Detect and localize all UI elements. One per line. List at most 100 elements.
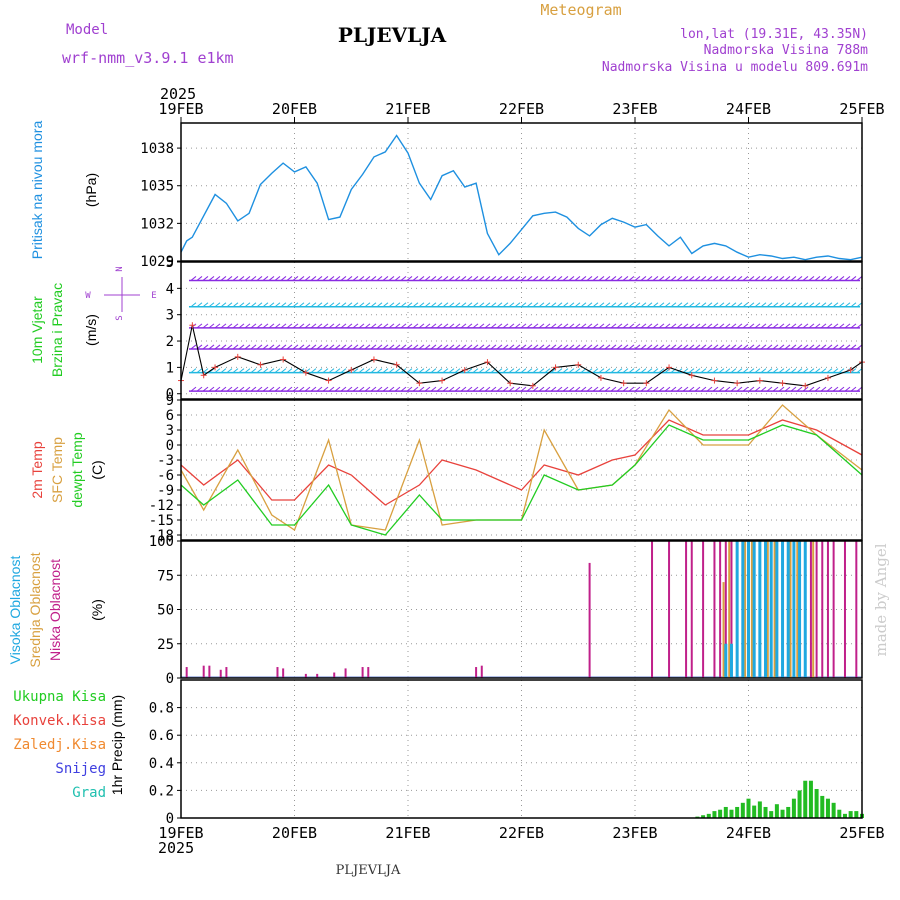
precip-bar — [786, 806, 791, 818]
cloud-low-bar — [208, 665, 211, 678]
model-name: wrf-nmm_v3.9.1 e1km — [62, 49, 234, 67]
y-tick-label: 0 — [166, 811, 174, 827]
y-tick-label: 1038 — [140, 141, 174, 157]
y-tick-label: 2 — [166, 334, 174, 350]
compass-n: N — [115, 266, 125, 271]
y-tick-label: 0.6 — [149, 728, 174, 744]
y-tick-label: 3 — [166, 308, 174, 324]
wind-speed-line — [180, 325, 863, 387]
y-tick-label: 25 — [157, 637, 174, 653]
y-tick-label: -6 — [157, 468, 174, 484]
panel-frame — [180, 540, 863, 679]
precip-bar — [774, 804, 779, 818]
cloud-high-bar — [786, 541, 790, 678]
precip-bar — [701, 815, 706, 818]
precip-bar — [791, 798, 796, 818]
cloud-low-bar — [202, 665, 205, 678]
cloud-high-bar — [798, 541, 802, 678]
cloud-mid-bar — [722, 582, 725, 678]
precip-bar — [820, 795, 825, 818]
cloud-low-bar — [826, 541, 829, 678]
wind-ylabel-1: 10m Vjetar — [29, 296, 45, 364]
temp-unit: (C) — [89, 460, 105, 479]
cloud-low-bar — [225, 667, 228, 678]
temp-ylabel-2m: 2m Temp — [29, 441, 45, 499]
cloud-low-bar — [730, 541, 733, 678]
y-tick-label: 75 — [157, 568, 174, 584]
cloud-low-bar — [855, 541, 858, 678]
cloud-low-bar — [316, 673, 319, 678]
cloud-mid-bar — [789, 541, 792, 678]
y-tick-label: 9 — [166, 393, 174, 409]
y-tick-label: 50 — [157, 603, 174, 619]
panel-frame — [180, 399, 863, 541]
y-tick-label: -18 — [149, 528, 174, 544]
cloud-low-bar — [344, 668, 347, 678]
model-elevation-label: Nadmorska Visina u modelu 809.691m — [602, 60, 868, 75]
y-tick-label: 1032 — [140, 216, 174, 232]
cloud-ylabel-high: Visoka Oblacnost — [7, 556, 23, 665]
x-tick-label-top: 22FEB — [499, 100, 544, 118]
x-tick-label-bottom: 20FEB — [272, 824, 317, 842]
panel-frame — [180, 261, 863, 400]
y-tick-label: 0 — [166, 387, 174, 403]
x-tick-label-bottom: 23FEB — [612, 824, 657, 842]
y-tick-label: -9 — [157, 483, 174, 499]
elevation-label: Nadmorska Visina 788m — [704, 43, 869, 58]
model-label: Model — [66, 22, 108, 38]
cloud-high-bar — [781, 541, 785, 678]
precip-bar — [706, 813, 711, 818]
wind-unit: (m/s) — [83, 314, 99, 346]
x-tick-label-top: 25FEB — [839, 100, 884, 118]
precip-bar — [752, 805, 757, 818]
cloud-low-bar — [282, 668, 285, 678]
precip-bar — [854, 811, 859, 818]
x-tick-label-bottom: 21FEB — [385, 824, 430, 842]
precip-bar — [831, 802, 836, 818]
x-tick-label-top: 24FEB — [726, 100, 771, 118]
precip-bar — [842, 813, 847, 818]
legend-total-rain: Ukupna Kisa — [13, 689, 106, 705]
station-footer: PLJEVLJA — [336, 863, 401, 878]
cloud-low-bar — [702, 541, 705, 678]
pressure-unit: (hPa) — [83, 173, 99, 207]
cloud-high-bar — [764, 541, 768, 678]
x-tick-label-bottom: 25FEB — [839, 824, 884, 842]
y-tick-label: 6 — [166, 408, 174, 424]
station-title: PLJEVLJA — [338, 23, 447, 47]
cloud-low-bar — [690, 541, 693, 678]
legend-freezing-rain: Zaledj.Kisa — [13, 737, 106, 753]
y-tick-label: -3 — [157, 453, 174, 469]
precip-bar — [837, 809, 842, 818]
temp-ylabel-dew: dewpt Temp — [69, 432, 85, 507]
precip-bar — [780, 809, 785, 818]
cloud-mid-bar — [796, 541, 799, 678]
panel-frame — [180, 122, 863, 262]
precip-ylabel: 1hr Precip (mm) — [109, 695, 125, 795]
precip-bar — [763, 806, 768, 818]
cloud-high-bar — [741, 541, 745, 678]
y-tick-label: 1 — [166, 360, 174, 376]
cloud-low-bar — [832, 541, 835, 678]
cloud-low-bar — [651, 541, 654, 678]
cloud-high-bar — [724, 643, 728, 678]
cloud-low-bar — [480, 665, 483, 678]
compass-e: E — [151, 291, 156, 301]
cloud-mid-bar — [766, 541, 769, 678]
cloud-high-bar — [735, 541, 739, 678]
precip-bar — [825, 798, 830, 818]
temp-2m-line — [180, 419, 863, 506]
cloud-high-bar — [758, 541, 762, 678]
y-tick-label: 3 — [166, 423, 174, 439]
precip-bar — [712, 811, 717, 818]
cloud-mid-bar — [728, 541, 731, 678]
cloud-low-bar — [724, 541, 727, 678]
cloud-high-bar — [747, 541, 750, 678]
x-tick-label-bottom: 24FEB — [726, 824, 771, 842]
precip-bar — [723, 806, 728, 818]
panel-frame — [180, 679, 863, 819]
temp-ylabel-sfc: SFC Temp — [49, 437, 65, 503]
cloud-low-bar — [821, 541, 824, 678]
precip-bar — [803, 780, 808, 818]
